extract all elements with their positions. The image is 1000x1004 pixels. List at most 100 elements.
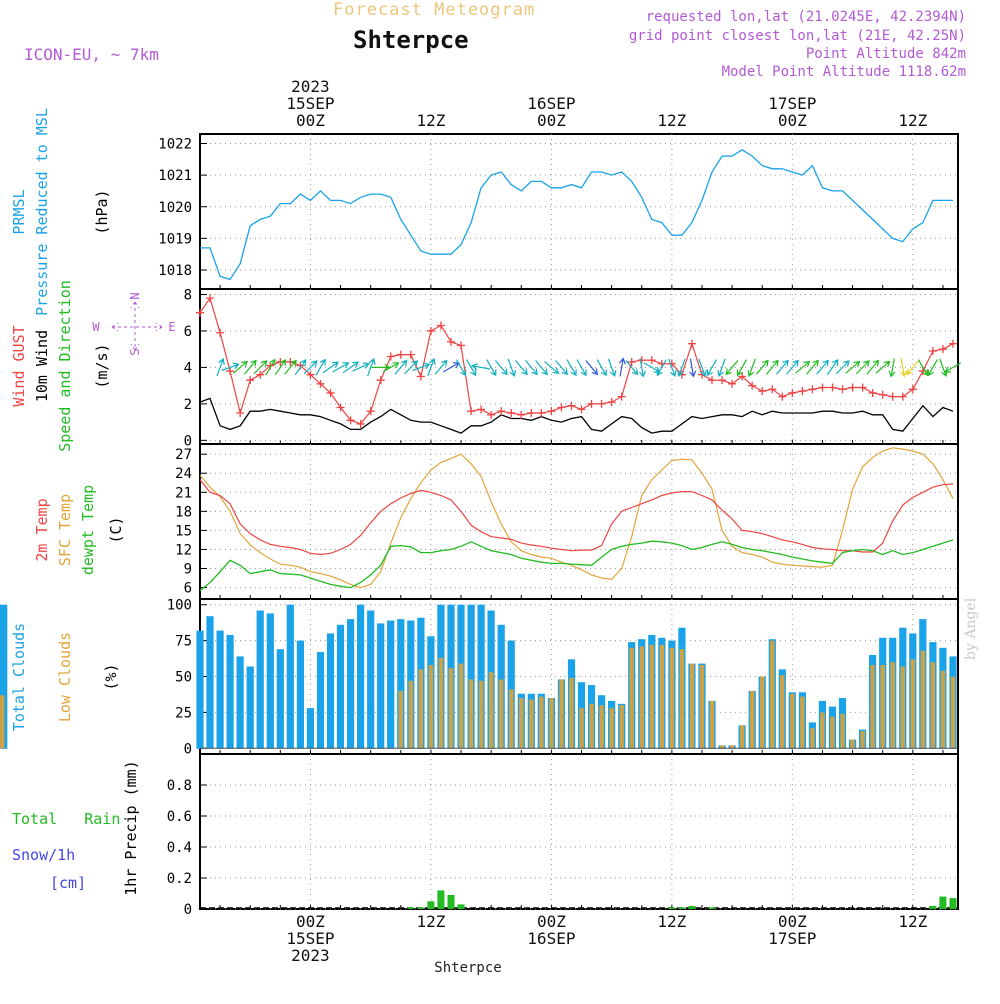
total-cloud-bar [0,604,8,749]
temperature-axis-label: SFC Temp [56,494,74,566]
low-cloud-bar [729,745,735,749]
total-cloud-bar [216,630,224,749]
gust-point [687,339,696,348]
wind-arrow [515,360,528,376]
clouds-y-tick-label: 75 [175,634,192,650]
wind-arrow [332,362,350,373]
low-cloud-bar [699,665,705,749]
wind-arrow [816,359,829,375]
temperature-y-tick-label: 12 [175,542,192,558]
bottom-time-label: 12Z [657,912,686,931]
gust-point [326,388,335,397]
pressure-y-tick-label: 1020 [158,200,192,216]
bottom-time-label: 17SEP [768,929,816,948]
gust-point [828,383,837,392]
total-cloud-bar [226,634,234,749]
wind-arrow [507,358,516,378]
wind-arrow [906,360,920,376]
point-altitude: Point Altitude 842m [805,46,966,62]
precipitation-y-tick-label: 0.8 [167,778,192,794]
low-cloud-bar [950,676,956,749]
low-cloud-bar [609,708,614,749]
low-cloud-bar [468,679,474,749]
precipitation-frame [199,753,959,910]
clouds-y-tick-label: 0 [184,741,192,757]
top-time-label: 17SEP [768,94,816,113]
bottom-time-label: 12Z [898,912,927,931]
gust-point [547,407,556,416]
rain-bar [447,895,455,909]
low-cloud-bar [488,672,494,749]
wind-arrow [855,360,870,375]
wind-arrow [766,359,779,375]
wind-y-tick-label: 4 [184,360,192,376]
wind-arrow [284,359,297,375]
low-cloud-bar [629,647,634,749]
total-cloud-bar [306,708,314,749]
wind-arrow [677,358,686,377]
low-cloud-bar [599,705,604,749]
low-cloud-bar [498,679,504,749]
dewpt-line [199,539,954,592]
wind-arrow [243,359,257,375]
wind-arrow [668,358,677,377]
low-cloud-bar [569,677,574,749]
low-cloud-bar [639,646,644,749]
gust-point [457,341,466,350]
wind-frame [199,288,959,445]
low-cloud-bar [810,728,815,749]
total-cloud-bar [266,613,274,749]
low-cloud-bar [0,695,5,749]
precip-legend-label: [cm] [50,874,86,892]
wind-axis-label: 10m Wind [33,330,51,402]
rain-bar [678,907,686,909]
gust-point [436,321,445,330]
pressure-y-tick-label: 1018 [158,263,192,279]
gust-point [416,372,425,381]
gust-point [246,376,255,385]
precip-axis-label: 1hr Precip (mm) [122,760,140,895]
wind-arrow [221,362,240,372]
gust-point [748,381,757,390]
compass-arrows [111,301,163,351]
rain-bar [688,905,696,909]
gust-point [788,388,797,397]
bottom-time-label: 2023 [291,946,330,965]
bottom-time-label: 00Z [296,912,325,931]
low-cloud-bar [529,699,534,749]
wind-axis-label: Wind GUST [10,325,28,406]
pressure-axis-label: (hPa) [93,189,111,234]
gust-point [406,350,415,359]
low-cloud-bar [840,713,845,749]
wind-y-tick-label: 0 [184,433,192,449]
wind-arrow [900,358,907,378]
wind-arrow [427,357,436,377]
low-cloud-bar [408,680,414,749]
low-cloud-bar [398,690,403,749]
wind-y-tick-label: 2 [184,397,192,413]
wind-arrow [404,360,419,375]
total-cloud-bar [246,666,254,749]
wind-arrow [725,360,739,376]
temperature-axis-label: (C) [107,516,125,543]
low-cloud-bar [559,679,564,749]
model-label: ICON-EU, ~ 7km [24,45,159,64]
temperature-y-tick-label: 24 [175,466,192,482]
total-cloud-bar [467,604,475,749]
wind-arrow [315,358,326,376]
rain-bar [929,905,937,909]
gust-point [396,350,405,359]
rain-bar [417,907,425,909]
precip-legend-label: Total Rain [12,810,120,828]
wind-arrow [618,357,626,377]
gust-point [356,419,365,428]
low-cloud-bar [880,665,885,749]
wind-arrow [274,359,287,376]
top-time-label: 16SEP [527,94,575,113]
gust-point [517,410,526,419]
total-cloud-bar [316,652,325,749]
bottom-time-label: 12Z [416,912,445,931]
wind-arrow [888,358,896,378]
wind-arrow [544,361,560,374]
low-cloud-bar [709,700,715,749]
